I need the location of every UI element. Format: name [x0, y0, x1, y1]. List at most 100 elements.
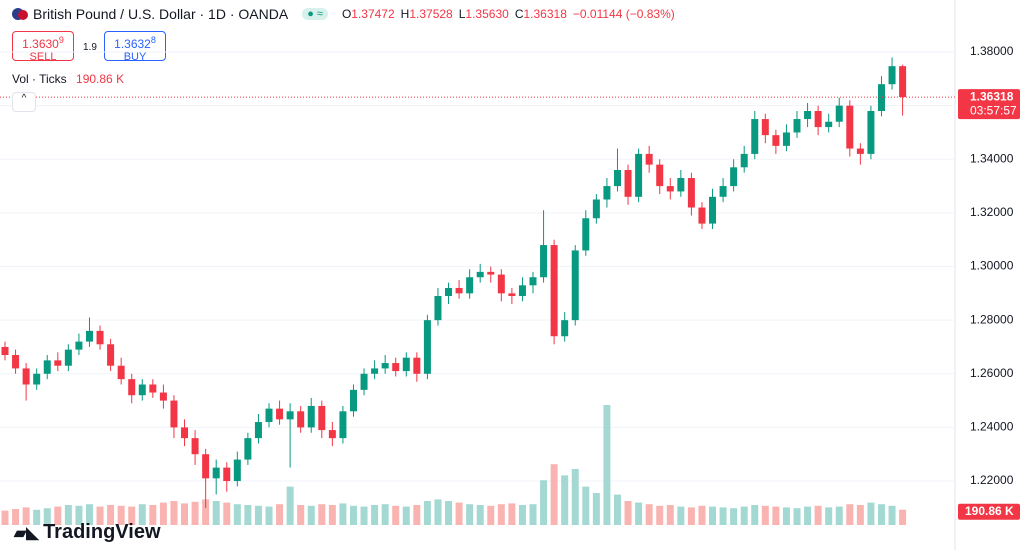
candle-body: [709, 196, 717, 224]
candle-body: [149, 384, 157, 393]
volume-bar: [613, 494, 621, 525]
volume-bar: [666, 505, 674, 525]
volume-bar: [117, 505, 125, 525]
candle-body: [202, 454, 210, 479]
candle-body: [740, 153, 748, 168]
collapse-button[interactable]: ^: [12, 92, 36, 112]
volume-bar: [445, 501, 453, 525]
volume-bar: [476, 505, 484, 525]
candle-body: [22, 368, 30, 385]
y-tick-label: 1.30000: [970, 259, 1014, 273]
candle-body: [635, 153, 643, 197]
buy-button[interactable]: 1.36328 BUY: [104, 31, 166, 63]
volume-bar: [307, 505, 315, 525]
buy-price-sup: 8: [150, 35, 156, 45]
volume-bar: [328, 505, 336, 525]
buy-label: BUY: [123, 51, 147, 63]
volume-bar: [540, 480, 548, 525]
volume-bar: [75, 505, 83, 525]
y-tick-label: 1.38000: [970, 44, 1014, 58]
volume-bar: [423, 501, 431, 525]
candle-body: [856, 148, 864, 154]
volume-bar: [466, 504, 474, 525]
volume-bar: [899, 509, 907, 525]
candle-body: [561, 320, 569, 337]
volume-bar: [740, 506, 748, 525]
volume-bar: [550, 464, 558, 525]
sell-price: 1.3630: [22, 37, 59, 51]
volume-bar: [782, 507, 790, 525]
volume-bar: [835, 506, 843, 525]
candle-body: [518, 285, 526, 297]
candle-body: [181, 427, 189, 439]
volume-bar: [64, 505, 72, 525]
volume-label-box: [958, 503, 1020, 520]
sell-price-sup: 9: [58, 35, 64, 45]
candle-body: [582, 218, 590, 251]
candle-body: [666, 186, 674, 192]
candle-body: [761, 119, 769, 136]
candle-body: [814, 111, 822, 128]
candle-body: [624, 169, 632, 197]
candle-body: [12, 355, 20, 369]
candle-body: [793, 119, 801, 133]
candle-body: [191, 438, 199, 455]
sell-button[interactable]: 1.36309 SELL: [12, 31, 74, 63]
y-tick-label: 1.32000: [970, 205, 1014, 219]
candle-body: [877, 84, 885, 112]
volume-bar: [772, 506, 780, 525]
ohlc-key: L: [458, 7, 466, 21]
volume-bar: [687, 507, 695, 525]
volume-bar: [1, 510, 9, 525]
candle-body: [772, 135, 780, 146]
volume-bar: [677, 506, 685, 525]
volume-bar: [223, 502, 231, 525]
candle-body: [550, 245, 558, 337]
volume-bar: [212, 501, 220, 525]
ohlc-key: C: [514, 7, 524, 21]
candle-body: [782, 132, 790, 146]
status-badge[interactable]: ● ≈: [302, 8, 328, 20]
candle-body: [698, 207, 706, 224]
volume-bar: [856, 505, 864, 525]
candle-body: [1, 346, 9, 356]
candle-body: [487, 271, 495, 275]
candle-body: [307, 405, 315, 428]
candle-body: [360, 373, 368, 390]
spread: 1.9: [83, 42, 97, 53]
volume-bar: [392, 505, 400, 525]
candle-body: [138, 384, 146, 396]
logo: ▰◣ TradingView: [14, 521, 161, 544]
candle-body: [339, 411, 347, 439]
candle-body: [392, 363, 400, 372]
candle-body: [159, 392, 167, 401]
volume-bar: [265, 506, 273, 525]
change: −0.01144 (−0.83%): [572, 7, 675, 21]
candle-body: [476, 271, 484, 278]
volume-bar: [719, 507, 727, 525]
candle-body: [265, 408, 273, 423]
ohlc-legend: O1.37472 H1.37528 L1.35630 C1.36318 −0.01144…: [342, 7, 675, 21]
volume-bar: [867, 502, 875, 525]
volume-bar: [645, 504, 653, 525]
candle-body: [170, 400, 178, 428]
last-price-label: 1.36318: [970, 89, 1014, 103]
volume-bar: [571, 469, 579, 525]
candle-body: [899, 66, 907, 98]
volume-axis-label: 190.86 K: [965, 504, 1014, 518]
candle-body: [297, 411, 305, 428]
ohlc-value: 1.36318: [523, 7, 567, 21]
volume-bar: [751, 505, 759, 525]
volume-bar: [624, 501, 632, 525]
volume-bar: [276, 504, 284, 525]
volume-bar: [635, 502, 643, 525]
candle-body: [445, 287, 453, 297]
candle-body: [613, 169, 621, 187]
volume-bar: [33, 509, 41, 525]
volume-bar: [508, 503, 516, 525]
last-price-box: [958, 89, 1020, 120]
volume-bar: [793, 508, 801, 525]
candle-body: [497, 274, 505, 294]
volume-bar: [846, 504, 854, 525]
